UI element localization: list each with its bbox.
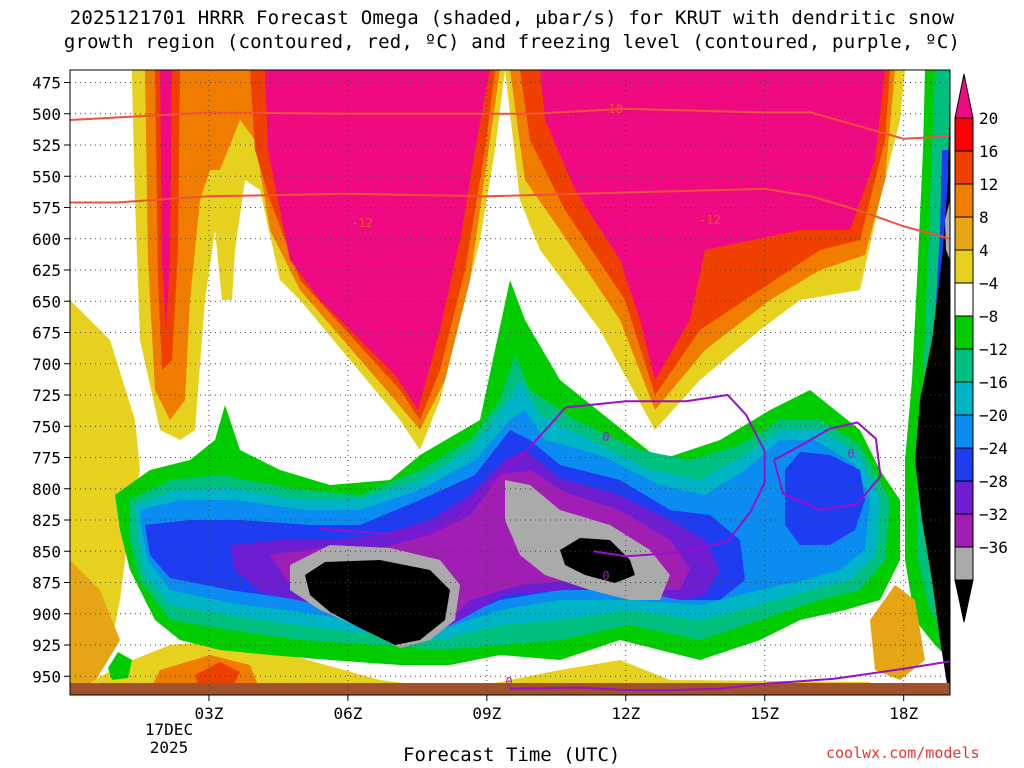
colorbar-swatch-10 bbox=[954, 447, 974, 482]
freezing-label-surface: 0 bbox=[505, 675, 512, 689]
gridlines bbox=[70, 70, 950, 695]
chart-title-line2: growth region (contoured, red, ºC) and f… bbox=[63, 31, 961, 53]
y-axis: 475 500 525 550 575 600 625 650 675 700 725 750 775 8… bbox=[32, 74, 70, 686]
colorbar-label-6: −8 bbox=[979, 307, 998, 326]
x-tick-label-06Z: 06Z bbox=[333, 704, 362, 723]
x-tick-label-18Z: 18Z bbox=[889, 704, 918, 723]
y-tick-label-650: 650 bbox=[32, 292, 61, 311]
omega-field-orange-cell-right bbox=[870, 585, 925, 680]
y-tick-label-875: 875 bbox=[32, 574, 61, 593]
omega-field-right-black bbox=[915, 70, 950, 695]
colorbar-swatch-9 bbox=[954, 414, 974, 449]
y-tick-label-500: 500 bbox=[32, 105, 61, 124]
omega-field-right-gray bbox=[945, 200, 950, 260]
colorbar-swatch-6 bbox=[954, 315, 974, 350]
colorbar-label-13: −36 bbox=[979, 538, 1008, 557]
y-tick-label-825: 825 bbox=[32, 511, 61, 530]
y-tick-label-725: 725 bbox=[32, 386, 61, 405]
y-tick-label-575: 575 bbox=[32, 199, 61, 218]
colorbar-label-9: −20 bbox=[979, 406, 1008, 425]
x-axis: 03Z 06Z 09Z 12Z 15Z 18Z bbox=[194, 695, 918, 723]
x-date-label-day: 17DEC bbox=[145, 720, 193, 739]
freezing-label-lower: 0 bbox=[602, 569, 609, 583]
colorbar-label-3: 8 bbox=[979, 208, 989, 227]
y-tick-label-675: 675 bbox=[32, 324, 61, 343]
x-tick-label-03Z: 03Z bbox=[194, 704, 223, 723]
dgz-label-12-left: -12 bbox=[351, 216, 373, 230]
y-tick-label-850: 850 bbox=[32, 542, 61, 561]
omega-field-black-left bbox=[305, 560, 450, 645]
colorbar-swatch-0 bbox=[954, 117, 974, 152]
colorbar-swatch-12 bbox=[954, 513, 974, 548]
omega-field-blue-right bbox=[785, 452, 865, 545]
x-date-label-year: 2025 bbox=[150, 738, 189, 757]
freezing-contour-2 bbox=[509, 660, 950, 691]
dgz-label-12-right: -12 bbox=[699, 213, 721, 227]
x-tick-label-15Z: 15Z bbox=[750, 704, 779, 723]
colorbar-swatch-5 bbox=[954, 282, 974, 317]
plot-frame bbox=[69, 69, 951, 696]
dgz-contour-12 bbox=[70, 187, 950, 240]
chart-title: 2025121701 HRRR Forecast Omega (shaded, … bbox=[0, 6, 1024, 54]
terrain-strip bbox=[70, 683, 950, 695]
y-tick-label-750: 750 bbox=[32, 417, 61, 436]
colorbar-swatch-7 bbox=[954, 348, 974, 383]
freezing-contour-1 bbox=[773, 421, 882, 512]
y-tick-label-800: 800 bbox=[32, 480, 61, 499]
x-tick-label-12Z: 12Z bbox=[611, 704, 640, 723]
colorbar-swatch-1 bbox=[954, 150, 974, 185]
colorbar-label-8: −16 bbox=[979, 373, 1008, 392]
colorbar-top-arrow bbox=[954, 73, 974, 119]
colorbar-label-4: 4 bbox=[979, 241, 989, 260]
colorbar-label-1: 16 bbox=[979, 142, 998, 161]
y-tick-label-600: 600 bbox=[32, 230, 61, 249]
y-tick-label-625: 625 bbox=[32, 261, 61, 280]
colorbar-bottom-arrow bbox=[954, 579, 974, 623]
omega-field-magenta-right bbox=[540, 70, 885, 380]
freezing-label-right: 0 bbox=[847, 447, 854, 461]
y-tick-label-550: 550 bbox=[32, 167, 61, 186]
x-tick-label-09Z: 09Z bbox=[472, 704, 501, 723]
y-tick-label-525: 525 bbox=[32, 136, 61, 155]
y-tick-label-950: 950 bbox=[32, 667, 61, 686]
colorbar-swatch-4 bbox=[954, 249, 974, 284]
colorbar-swatch-3 bbox=[954, 216, 974, 251]
colorbar-label-0: 20 bbox=[979, 109, 998, 128]
colorbar-swatch-8 bbox=[954, 381, 974, 416]
omega-field-orange-left bbox=[70, 560, 120, 690]
omega-field-green-cell bbox=[108, 652, 132, 680]
colorbar-swatch-11 bbox=[954, 480, 974, 515]
colorbar-label-5: −4 bbox=[979, 274, 998, 293]
colorbar-label-12: −32 bbox=[979, 505, 1008, 524]
dgz-contour-18 bbox=[70, 107, 950, 140]
freezing-label-mid: 0 bbox=[602, 430, 609, 444]
freezing-contours bbox=[320, 393, 950, 691]
y-tick-label-775: 775 bbox=[32, 449, 61, 468]
omega-field-magenta-main bbox=[265, 70, 490, 410]
y-tick-label-700: 700 bbox=[32, 355, 61, 374]
colorbar-label-2: 12 bbox=[979, 175, 998, 194]
omega-field-black-mid bbox=[560, 538, 635, 583]
colorbar-swatch-13 bbox=[954, 546, 974, 581]
colorbar-label-7: −12 bbox=[979, 340, 1008, 359]
colorbar-label-10: −24 bbox=[979, 439, 1008, 458]
y-tick-label-900: 900 bbox=[32, 605, 61, 624]
dgz-contours bbox=[70, 107, 950, 240]
plot-area bbox=[70, 70, 950, 695]
x-axis-title: Forecast Time (UTC) bbox=[403, 744, 621, 766]
dgz-label-18: -18 bbox=[601, 102, 623, 116]
y-tick-label-925: 925 bbox=[32, 636, 61, 655]
colorbar: 20 16 12 8 4 −4 −8 −12 −16 −20 −24 −28 −32 −36 bbox=[954, 73, 1008, 623]
freezing-contour-0 bbox=[320, 393, 766, 558]
y-tick-label-475: 475 bbox=[32, 74, 61, 93]
watermark-link[interactable]: coolwx.com/models bbox=[826, 744, 980, 762]
colorbar-label-11: −28 bbox=[979, 472, 1008, 491]
colorbar-swatch-2 bbox=[954, 183, 974, 218]
chart-title-line1: 2025121701 HRRR Forecast Omega (shaded, … bbox=[69, 7, 955, 29]
